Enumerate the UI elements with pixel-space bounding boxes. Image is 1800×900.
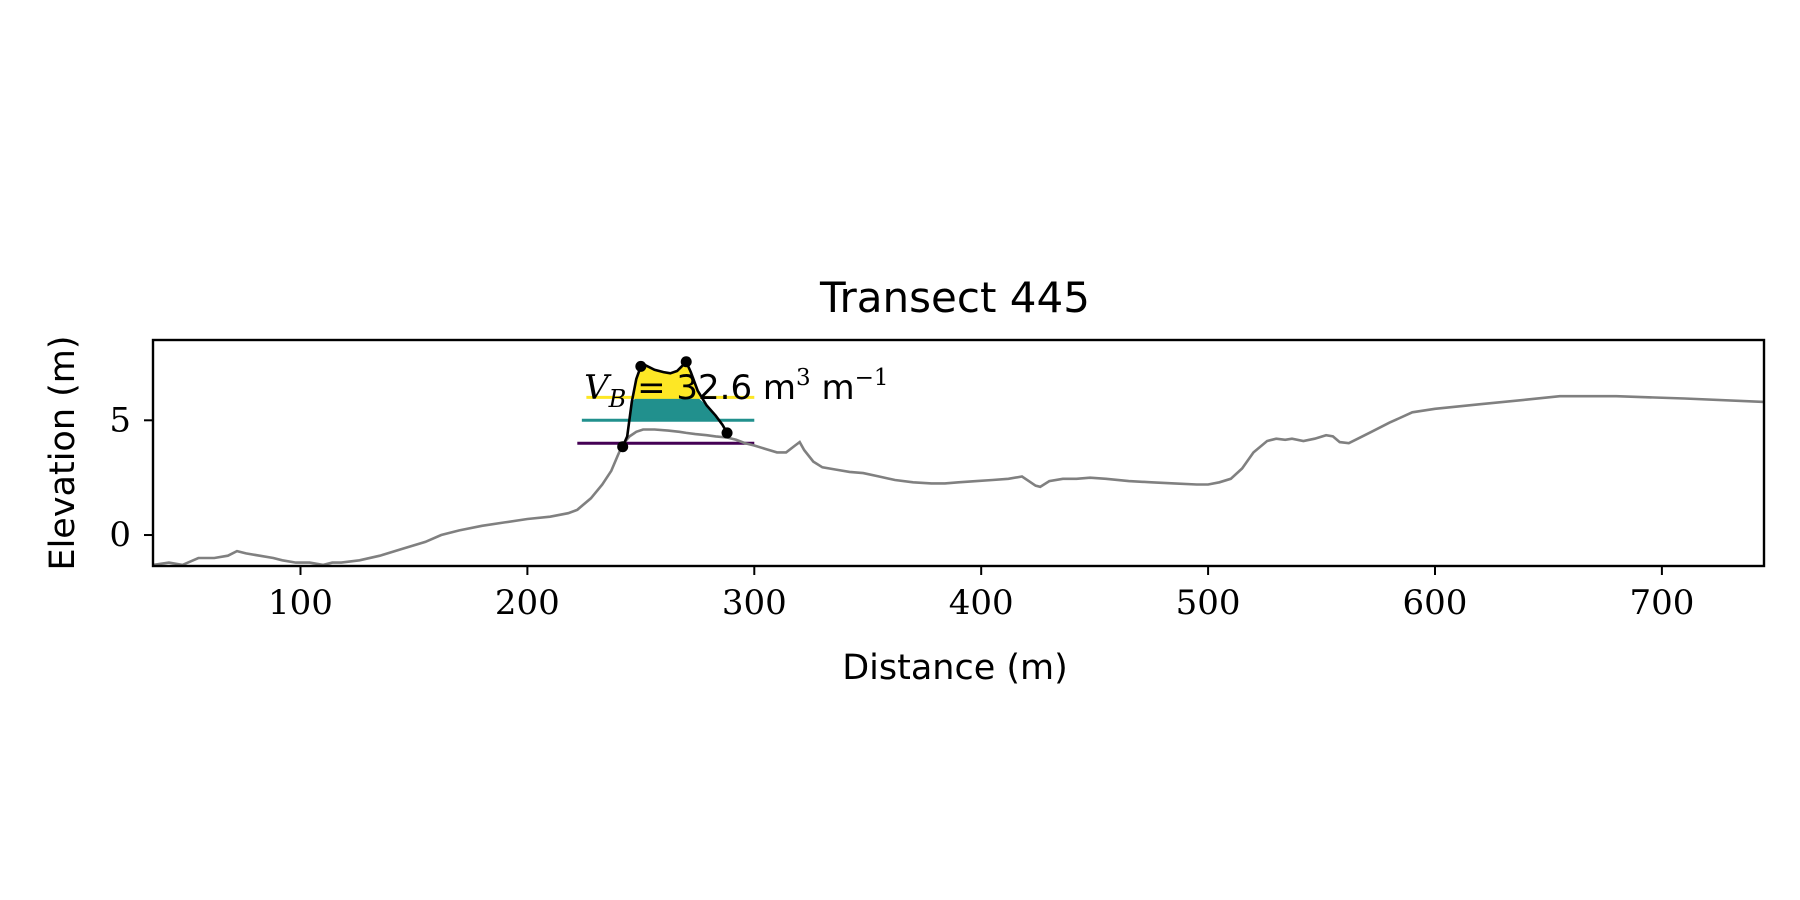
x-tick-label: 200 [495, 583, 560, 623]
y-axis-ticks: 05 [109, 400, 153, 555]
x-tick-label: 700 [1629, 583, 1694, 623]
volume-annotation-text: VB = 32.6 m3 m−1 [584, 365, 888, 413]
x-axis-label: Distance (m) [842, 648, 1068, 688]
x-tick-label: 100 [268, 583, 333, 623]
chart-title: Transect 445 [819, 273, 1090, 322]
profile-line [153, 394, 1764, 566]
axes-frame [151, 338, 1766, 568]
x-tick-label: 600 [1403, 583, 1468, 623]
y-tick-label: 0 [109, 515, 131, 555]
dune-marker-2 [680, 356, 692, 368]
plot-area [153, 356, 1764, 566]
volume-band-1 [629, 397, 720, 421]
x-tick-label: 500 [1176, 583, 1241, 623]
volume-annotation: VB = 32.6 m3 m−1 [584, 365, 888, 413]
x-tick-label: 400 [949, 583, 1014, 623]
x-tick-label: 300 [722, 583, 787, 623]
y-tick-label: 5 [109, 400, 131, 440]
dune-marker-1 [635, 360, 647, 372]
volume-bands [629, 361, 720, 421]
dune-outline [621, 359, 729, 448]
dune-marker-0 [617, 441, 629, 453]
dune-markers [617, 356, 733, 453]
y-axis-label: Elevation (m) [43, 335, 83, 570]
x-axis-ticks: 100 200 300 400 500 600 700 [268, 566, 1694, 623]
volume-band-0 [632, 361, 702, 398]
band-level-lines [577, 395, 755, 445]
dune-marker-3 [721, 427, 733, 439]
